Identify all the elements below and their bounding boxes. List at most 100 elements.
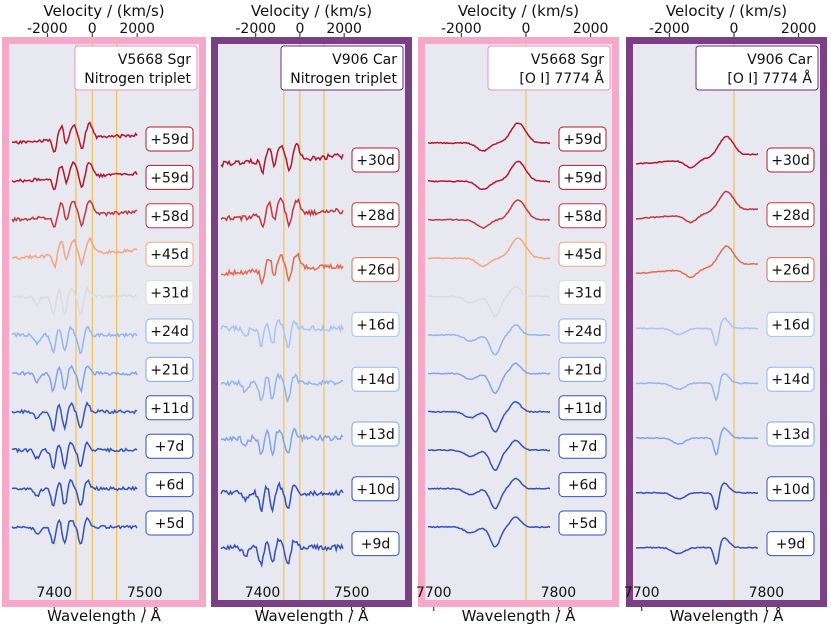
epoch-badge <box>558 472 607 498</box>
spectrum-line <box>11 516 138 545</box>
epoch-badge <box>145 356 194 382</box>
spectrum-line <box>428 516 551 548</box>
epoch-badge <box>351 202 400 228</box>
epoch-label: +11d <box>563 401 601 417</box>
epoch-badge <box>351 147 400 173</box>
epoch-badge <box>351 531 400 557</box>
epoch-label: +24d <box>563 324 601 340</box>
bottom-tick-label: 7500 <box>127 585 163 601</box>
top-tick-label: 0 <box>730 21 739 37</box>
epoch-badge <box>351 366 400 392</box>
spectrum-line <box>635 245 759 279</box>
epoch-badge <box>766 531 815 557</box>
epoch-label: +24d <box>150 324 188 340</box>
bottom-axis-label: Wavelength / Å <box>255 606 370 625</box>
epoch-label: +6d <box>155 478 185 494</box>
spectrum-line <box>11 400 138 433</box>
epoch-label: +45d <box>563 247 601 263</box>
spectrum-line <box>635 135 759 169</box>
spectrum-line <box>427 324 551 356</box>
epoch-badge <box>766 202 815 228</box>
panel-title-box <box>695 45 819 91</box>
epoch-label: +21d <box>563 362 601 378</box>
spectrum-line <box>636 481 759 511</box>
spectrum-line <box>11 285 138 317</box>
epoch-label: +30d <box>771 153 809 169</box>
bottom-tick-label: 7400 <box>245 585 281 601</box>
spectrum-line <box>11 440 138 471</box>
spectrum-line <box>427 199 551 230</box>
spectrum-line <box>220 318 344 348</box>
epoch-label: +5d <box>155 516 185 532</box>
spectrum-line <box>220 142 344 176</box>
epoch-badge <box>145 433 194 459</box>
spectrum-line <box>635 426 759 457</box>
spectrum-line <box>11 478 138 507</box>
epoch-badge <box>145 203 194 229</box>
epoch-badge <box>558 395 607 421</box>
epoch-badge <box>351 421 400 447</box>
epoch-label: +28d <box>356 208 394 224</box>
epoch-badge <box>558 433 607 459</box>
panel-line-label: Nitrogen triplet <box>290 71 397 87</box>
epoch-label: +26d <box>771 263 809 279</box>
spectrum-line <box>427 439 551 472</box>
epoch-badge <box>145 395 194 421</box>
top-tick-label: 0 <box>295 21 304 37</box>
spectrum-line <box>220 371 344 403</box>
panel-p3: Velocity / (km/s)-2000 0 2000 7700 7800 Wavel… <box>416 2 619 625</box>
epoch-label: +28d <box>771 208 809 224</box>
spectrum-line <box>11 325 138 355</box>
spectrum-line <box>635 317 758 348</box>
panel-nova-name: V5668 Sgr <box>531 52 604 68</box>
spectrum-line <box>11 199 137 228</box>
bottom-axis-label: Wavelength / Å <box>462 606 577 625</box>
epoch-label: +58d <box>563 209 601 225</box>
epoch-badge <box>558 126 607 152</box>
epoch-label: +9d <box>361 537 391 553</box>
epoch-badge <box>145 280 194 306</box>
epoch-badge <box>558 241 607 267</box>
spectrum-line <box>428 160 550 190</box>
epoch-label: +30d <box>356 153 394 169</box>
top-tick-label: -2000 <box>649 21 690 37</box>
epoch-label: +21d <box>150 362 188 378</box>
epoch-badge <box>766 257 815 283</box>
epoch-badge <box>766 421 815 447</box>
spectrum-line <box>220 196 344 229</box>
epoch-badge <box>766 147 815 173</box>
epoch-label: +16d <box>771 317 809 333</box>
spectrum-line <box>12 121 138 153</box>
top-axis-label: Velocity / (km/s) <box>43 2 164 20</box>
epoch-badge <box>351 311 400 337</box>
spectrum-line <box>11 236 138 270</box>
epoch-label: +58d <box>150 209 188 225</box>
bottom-tick-label: 7800 <box>749 585 785 601</box>
bottom-axis-label: Wavelength / Å <box>670 606 785 625</box>
spectrum-line <box>635 372 759 402</box>
top-tick-label: -2000 <box>27 21 68 37</box>
epoch-label: +10d <box>771 482 809 498</box>
top-tick-label: 2000 <box>573 21 609 37</box>
epoch-label: +45d <box>150 247 188 263</box>
epoch-badge <box>351 257 400 283</box>
epoch-label: +31d <box>150 286 188 302</box>
epoch-badge <box>766 476 815 502</box>
epoch-badge <box>145 472 194 498</box>
epoch-badge <box>558 318 607 344</box>
panel-p1: Velocity / (km/s)-2000 0 2000 7400 7500 Wavel… <box>2 2 206 625</box>
epoch-label: +10d <box>356 482 394 498</box>
epoch-label: +11d <box>150 401 188 417</box>
spectrum-line <box>220 252 344 286</box>
epoch-label: +26d <box>356 263 394 279</box>
top-tick-label: -2000 <box>441 21 482 37</box>
top-tick-label: 0 <box>88 21 97 37</box>
top-axis-label: Velocity / (km/s) <box>458 2 579 20</box>
spectrum-line <box>427 401 551 433</box>
panel-line-label: [O I] 7774 Å <box>727 70 812 87</box>
epoch-badge <box>145 126 194 152</box>
spectrum-line <box>220 427 344 457</box>
epoch-label: +59d <box>150 170 188 186</box>
top-axis-label: Velocity / (km/s) <box>666 2 787 20</box>
spectrum-line <box>427 237 551 268</box>
